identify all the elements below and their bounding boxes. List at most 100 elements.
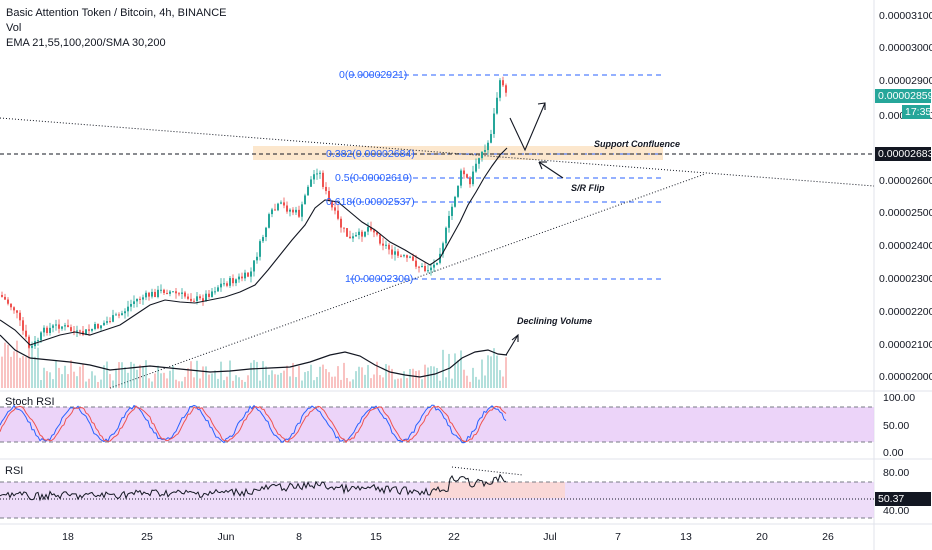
candle-body	[247, 272, 249, 277]
candle-body	[490, 134, 492, 143]
symbol-title[interactable]: Basic Attention Token / Bitcoin, 4h, BIN…	[6, 7, 227, 19]
candle-body	[145, 292, 147, 298]
volume-bar	[13, 351, 15, 388]
volume-bar	[463, 369, 465, 388]
volume-bar	[253, 360, 255, 388]
candle-body	[181, 292, 183, 294]
volume-bar	[283, 370, 285, 388]
time-tick: Jul	[543, 531, 557, 543]
volume-bar	[55, 360, 57, 388]
candle-body	[232, 278, 234, 284]
volume-bar	[112, 380, 114, 388]
volume-indicator-label[interactable]: Vol	[6, 22, 22, 34]
volume-bar	[142, 366, 144, 388]
declining-volume-note[interactable]: Declining Volume	[517, 316, 593, 326]
volume-bar	[454, 353, 456, 388]
price-tick: 0.00002500	[879, 207, 932, 219]
sr-flip-note[interactable]: S/R Flip	[571, 183, 605, 193]
volume-bar	[109, 374, 111, 388]
volume-bar	[265, 366, 267, 388]
volume-bar	[499, 370, 501, 388]
candle-body	[187, 296, 189, 299]
ascending-trendline[interactable]	[109, 173, 706, 389]
price-tick: 0.00002100	[879, 339, 932, 351]
volume-bar	[433, 366, 435, 388]
candle-body	[52, 325, 54, 328]
candle-body	[1, 295, 3, 297]
fib-label: 0.5(0.00002610)	[335, 172, 413, 184]
candle-body	[301, 204, 303, 217]
ema-indicator-label[interactable]: EMA 21,55,100,200/SMA 30,200	[6, 37, 166, 49]
time-axis[interactable]: 18 25 Jun 8 15 22 Jul 7 13 20 26	[0, 524, 874, 550]
volume-bar	[220, 361, 222, 388]
projection-arrows[interactable]	[505, 102, 564, 356]
candle-body	[88, 329, 90, 331]
volume-bar	[370, 378, 372, 388]
candle-body	[334, 207, 336, 211]
stoch-tick: 50.00	[883, 420, 910, 432]
candle-body	[265, 227, 267, 238]
volume-bar	[154, 373, 156, 388]
candle-body	[85, 329, 87, 335]
price-axis[interactable]: 0.00003100 0.00003000 0.00002900 0.00002…	[874, 0, 932, 391]
support-zone[interactable]	[253, 146, 663, 160]
candle-body	[478, 158, 480, 164]
candle-body	[43, 327, 45, 333]
candle-body	[79, 330, 81, 332]
descending-trendline[interactable]	[0, 117, 875, 187]
candle-body	[235, 279, 237, 284]
candle-body	[502, 80, 504, 86]
candle-body	[451, 206, 453, 216]
candle-body	[163, 289, 165, 293]
volume-bar	[205, 366, 207, 388]
volume-bar	[223, 380, 225, 388]
candle-body	[373, 230, 375, 233]
candle-body	[331, 200, 333, 208]
volume-bar	[394, 379, 396, 388]
stoch-d-line	[0, 405, 507, 444]
candle-body	[7, 299, 9, 304]
candle-body	[76, 330, 78, 332]
candle-body	[31, 346, 33, 348]
candle-body	[244, 272, 246, 279]
support-confluence-note[interactable]: Support Confluence	[594, 139, 680, 149]
fib-label: 0(0.00002921)	[339, 69, 408, 81]
candle-body	[91, 328, 93, 331]
candle-body	[223, 283, 225, 285]
candle-body	[67, 325, 69, 328]
candle-body	[229, 278, 231, 286]
candle-body	[259, 241, 261, 257]
candle-body	[424, 265, 426, 272]
candle-body	[190, 298, 192, 301]
volume-bar	[271, 370, 273, 388]
volume-bar	[238, 377, 240, 388]
candle-body	[16, 310, 18, 313]
stoch-tick: 0.00	[883, 447, 904, 459]
candle-body	[406, 255, 408, 258]
volume-bar	[379, 375, 381, 388]
volume-bar	[97, 381, 99, 388]
candle-body	[211, 291, 213, 297]
volume-bar	[256, 361, 258, 388]
volume-bar	[196, 360, 198, 388]
volume-bar	[301, 380, 303, 388]
candle-body	[172, 291, 174, 293]
price-candles[interactable]	[1, 76, 507, 349]
rsi-value-tag: 50.37	[875, 492, 931, 506]
fib-label: 0.382(0.00002684)	[326, 148, 415, 160]
volume-bar	[82, 363, 84, 388]
volume-bar	[136, 369, 138, 388]
volume-bar	[289, 376, 291, 388]
volume-bar	[355, 371, 357, 388]
stoch-rsi-label[interactable]: Stoch RSI	[5, 396, 55, 408]
volume-bar	[40, 380, 42, 388]
candle-body	[382, 243, 384, 246]
volume-bar	[478, 379, 480, 388]
candle-body	[262, 237, 264, 242]
volume-bar	[241, 379, 243, 388]
rsi-label[interactable]: RSI	[5, 465, 24, 477]
volume-bar	[166, 378, 168, 388]
candle-body	[433, 264, 435, 268]
price-tick: 0.00002900	[879, 75, 932, 87]
